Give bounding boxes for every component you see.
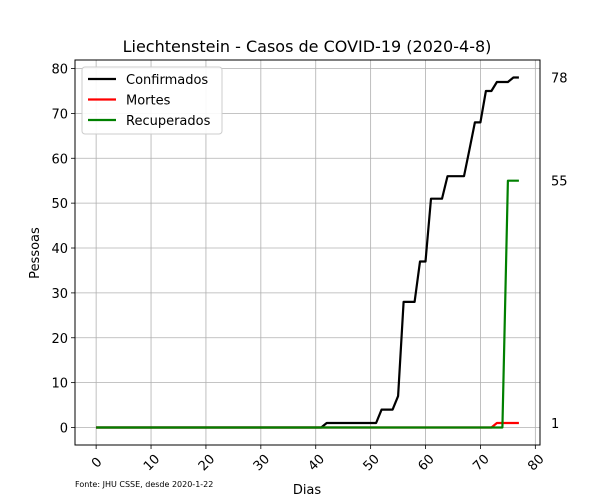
y-tick-label: 20 [51, 332, 68, 347]
legend-label-mortes: Mortes [126, 94, 171, 109]
end-label-recuperados: 55 [551, 175, 568, 190]
y-tick-label: 10 [51, 377, 68, 392]
source-note: Fonte: JHU CSSE, desde 2020-1-22 [75, 480, 213, 489]
y-tick-label: 80 [51, 63, 68, 78]
series-line-recuperados [96, 179, 519, 429]
y-tick-label: 40 [51, 242, 68, 257]
legend-label-recuperados: Recuperados [126, 114, 211, 129]
y-tick-label: 60 [51, 152, 68, 167]
y-tick-label: 50 [51, 197, 68, 212]
legend-label-confirmados: Confirmados [126, 73, 208, 88]
end-labels: 78 1 55 [551, 72, 568, 433]
series-line-confirmados [96, 76, 519, 429]
series-lines [96, 76, 519, 429]
plot-area-frame [74, 59, 541, 446]
y-axis-label: Pessoas [28, 227, 43, 279]
end-label-confirmados: 78 [551, 72, 568, 87]
chart-title: Liechtenstein - Casos de COVID-19 (2020-… [123, 37, 492, 56]
end-label-mortes: 1 [551, 417, 559, 432]
legend: Confirmados Mortes Recuperados [81, 66, 223, 135]
y-tick-label: 70 [51, 107, 68, 122]
y-tick-label: 0 [60, 422, 68, 437]
y-tick-label: 30 [51, 287, 68, 302]
legend-box [81, 66, 223, 135]
x-axis-label: Dias [293, 483, 322, 498]
